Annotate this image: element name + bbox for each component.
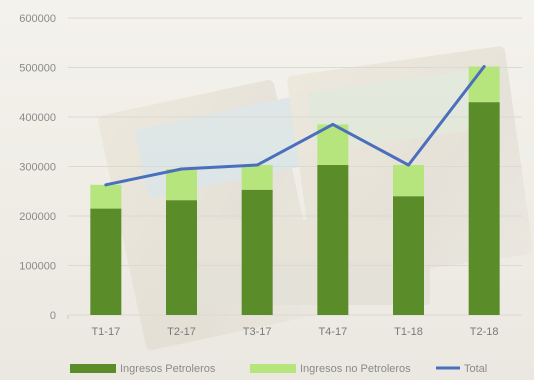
total-point-t2-18 [482,65,486,69]
bars-group [90,66,500,316]
legend-label-total: Total [464,363,487,375]
total-point-t3-17 [255,163,259,167]
legend: Ingresos Petroleros Ingresos no Petrolero… [70,363,487,375]
bar-ingresos-petroleros-t4-17 [317,165,349,315]
legend-label-ingresos-petroleros: Ingresos Petroleros [120,363,216,375]
bar-ingresos-petroleros-t3-17 [241,189,273,315]
y-tick-label: 400000 [19,112,56,124]
y-tick-label: 200000 [19,211,56,223]
bar-ingresos-no-petroleros-t3-17 [241,165,273,190]
x-tick-label: T1-18 [394,326,423,338]
bar-ingresos-no-petroleros-t2-17 [166,168,197,201]
bar-ingresos-no-petroleros-t2-18 [468,66,500,103]
grid-lines [68,17,522,316]
background-banknotes-image [98,46,533,350]
x-tick-label: T2-18 [470,326,499,338]
total-line-group [104,65,486,187]
legend-swatch-ingresos-petroleros [70,364,116,373]
bar-ingresos-petroleros-t1-17 [90,208,122,315]
total-point-t1-17 [104,183,108,187]
x-tick-label: T2-17 [167,326,196,338]
legend-swatch-ingresos-no-petroleros [250,364,296,373]
x-tick-label: T1-17 [91,326,120,338]
x-axis: T1-17 T2-17 T3-17 T4-17 T1-18 T2-18 [67,315,499,338]
total-line [105,65,486,187]
y-tick-label: 500000 [19,63,56,75]
y-tick-label: 300000 [19,162,56,174]
total-point-t4-17 [331,122,335,126]
x-tick-label: T4-17 [318,326,347,338]
bar-ingresos-petroleros-t2-17 [166,200,197,315]
bar-ingresos-petroleros-t2-18 [468,102,500,316]
y-tick-label: 100000 [19,261,56,273]
y-tick-label: 600000 [19,13,56,25]
total-point-t2-17 [180,167,183,171]
y-tick-label: 0 [50,310,56,322]
total-point-t1-18 [407,163,410,167]
legend-label-ingresos-no-petroleros: Ingresos no Petroleros [300,363,411,375]
x-tick-label: T3-17 [243,326,272,338]
bar-ingresos-petroleros-t1-18 [393,196,424,315]
bar-ingresos-no-petroleros-t1-17 [90,184,122,209]
y-axis: 0 100000 200000 300000 400000 500000 600000 [19,13,56,322]
bar-ingresos-no-petroleros-t1-18 [393,165,424,197]
